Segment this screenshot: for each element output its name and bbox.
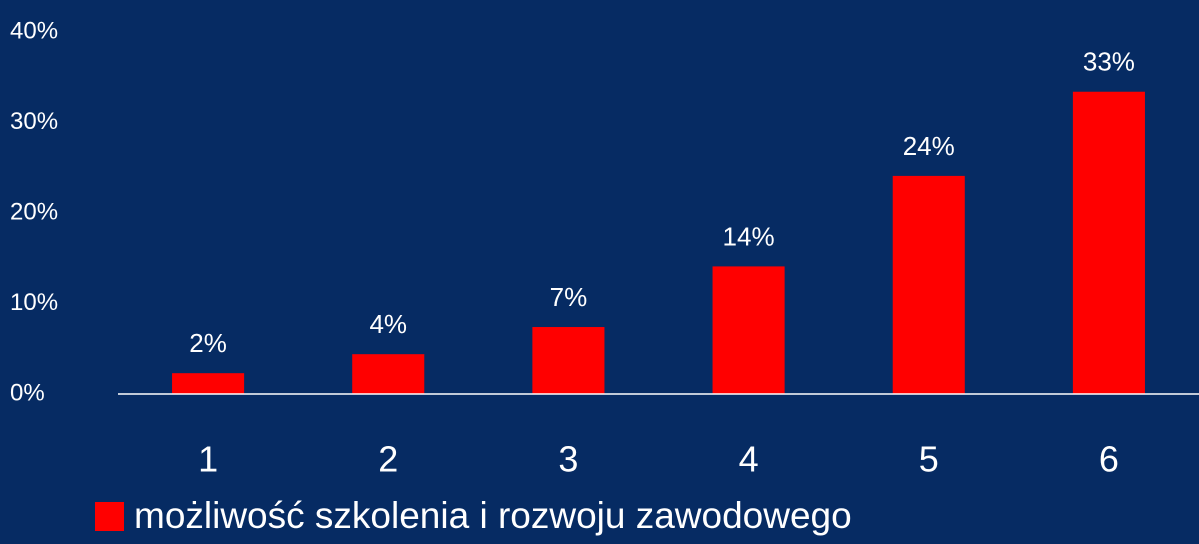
x-tick-label: 2 <box>378 439 398 480</box>
y-tick-label: 0% <box>10 379 45 406</box>
y-tick-label: 10% <box>10 289 58 316</box>
legend-label: możliwość szkolenia i rozwoju zawodowego <box>134 495 852 536</box>
data-label: 33% <box>1083 47 1135 77</box>
x-tick-label: 5 <box>919 439 939 480</box>
bar <box>532 327 605 394</box>
x-tick-label: 6 <box>1099 439 1119 480</box>
data-label: 2% <box>189 328 227 358</box>
bar <box>712 266 785 394</box>
x-tick-label: 1 <box>198 439 218 480</box>
y-tick-label: 40% <box>10 17 58 44</box>
x-tick-label: 4 <box>739 439 759 480</box>
bar <box>352 354 425 394</box>
data-label: 24% <box>903 131 955 161</box>
data-label: 14% <box>723 221 775 251</box>
y-tick-label: 20% <box>10 198 58 225</box>
bar <box>892 175 965 394</box>
data-label: 7% <box>550 282 588 312</box>
legend-swatch <box>95 502 124 531</box>
bar <box>172 373 245 394</box>
data-label: 4% <box>369 309 407 339</box>
y-tick-label: 30% <box>10 108 58 135</box>
bar <box>1072 91 1145 394</box>
x-tick-label: 3 <box>558 439 578 480</box>
